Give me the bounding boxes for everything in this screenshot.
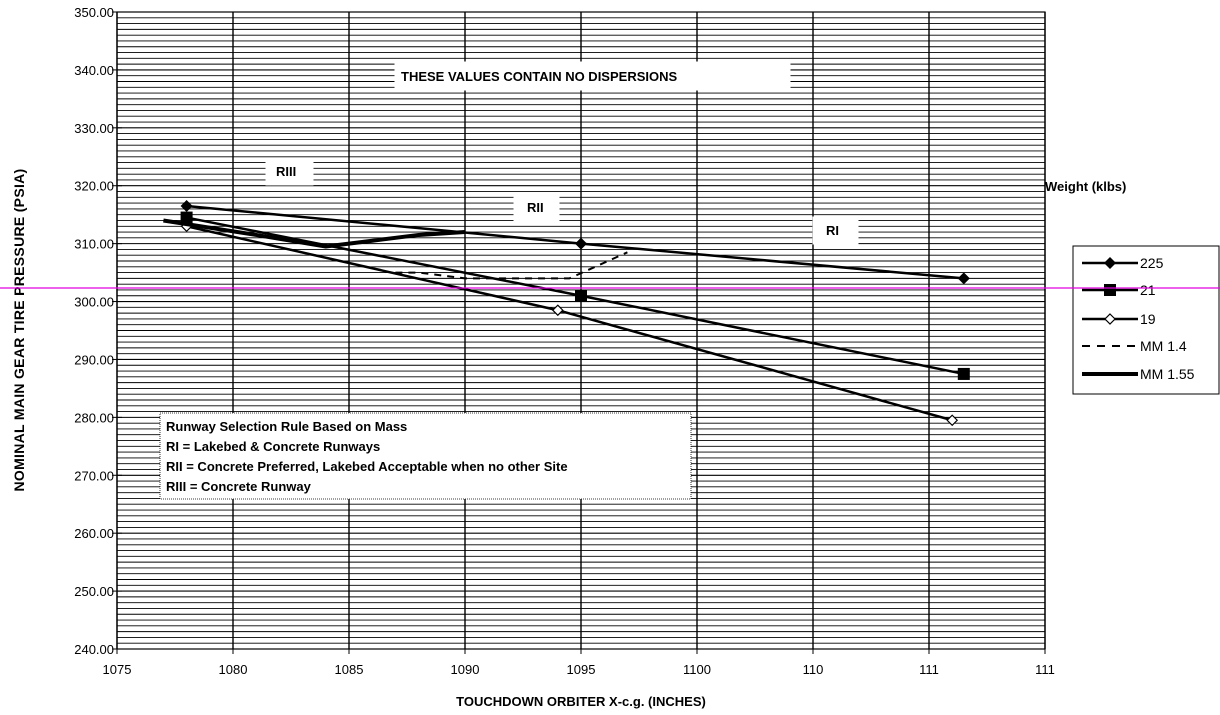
- y-tick-label: 300.00: [74, 295, 114, 310]
- legend-title: Weight (klbs): [1045, 179, 1126, 194]
- y-tick-label: 310.00: [74, 237, 114, 252]
- series-line-mm-1-4: [395, 251, 628, 280]
- marker-diamond: [180, 199, 193, 212]
- y-axis-ticks: 240.00 250.00 260.00 270.00 280.00 290.00 300.…: [74, 5, 122, 657]
- marker-square: [1104, 284, 1116, 296]
- legend-label: MM 1.55: [1140, 366, 1195, 382]
- annotation-label: RI: [826, 223, 839, 238]
- y-tick-label: 340.00: [74, 63, 114, 78]
- y-tick-label: 290.00: [74, 352, 114, 367]
- runway-rule-line: RIII = Concrete Runway: [166, 479, 312, 494]
- marker-diamond: [1104, 257, 1116, 269]
- annotation-box: [812, 216, 859, 245]
- x-axis-title: TOUCHDOWN ORBITER X-c.g. (INCHES): [456, 694, 706, 709]
- x-tick-label: 1100: [683, 662, 711, 677]
- y-tick-label: 260.00: [74, 526, 114, 541]
- x-tick-label: 1075: [103, 662, 132, 677]
- grid-lines: [116, 11, 1046, 650]
- legend: 225 21 19 MM 1.4 MM 1.55: [1072, 245, 1220, 395]
- y-tick-label: 320.00: [74, 179, 114, 194]
- legend-label: 19: [1140, 311, 1156, 327]
- y-tick-label: 350.00: [74, 5, 114, 20]
- y-axis-title: NOMINAL MAIN GEAR TIRE PRESSURE (PSIA): [11, 168, 27, 491]
- x-tick-label: 1095: [567, 662, 596, 677]
- marker-open-diamond: [1104, 313, 1116, 325]
- x-tick-label: 111: [919, 662, 939, 677]
- y-tick-label: 270.00: [74, 468, 114, 483]
- legend-label: 225: [1140, 255, 1164, 271]
- runway-rule-line: RI = Lakebed & Concrete Runways: [166, 439, 380, 454]
- runway-rule-line: Runway Selection Rule Based on Mass: [166, 419, 407, 434]
- x-tick-label: 1085: [335, 662, 364, 677]
- marker-diamond: [957, 272, 970, 285]
- annotation-label: THESE VALUES CONTAIN NO DISPERSIONS: [401, 69, 677, 84]
- annotation-box: [513, 193, 560, 222]
- y-tick-label: 280.00: [74, 410, 114, 425]
- annotation-boxes: THESE VALUES CONTAIN NO DISPERSIONS RIII R…: [159, 61, 859, 500]
- runway-rule-line: RII = Concrete Preferred, Lakebed Accept…: [166, 459, 568, 474]
- marker-diamond: [575, 237, 587, 250]
- marker-open-diamond: [946, 414, 959, 427]
- series-group: [163, 199, 970, 427]
- x-axis-ticks: 1075 1080 1085 1090 1095 1100 110 111 111: [103, 649, 1055, 677]
- x-tick-label: 111: [1035, 662, 1055, 677]
- marker-open-diamond: [551, 304, 564, 317]
- annotation-label: RIII: [276, 164, 296, 179]
- annotation-box: [394, 61, 791, 91]
- annotation-label: RII: [527, 200, 544, 215]
- y-tick-label: 250.00: [74, 584, 114, 599]
- y-tick-label: 330.00: [74, 121, 114, 136]
- x-tick-label: 110: [803, 662, 824, 677]
- series-line-mm-1-55: [163, 218, 466, 249]
- legend-label: MM 1.4: [1140, 338, 1187, 354]
- runway-rule-box: [159, 412, 692, 500]
- marker-square: [180, 211, 193, 224]
- x-tick-label: 1080: [219, 662, 248, 677]
- marker-square: [575, 289, 587, 302]
- legend-label: 21: [1140, 282, 1156, 298]
- marker-square: [957, 367, 970, 380]
- y-tick-label: 240.00: [74, 642, 114, 657]
- x-tick-label: 1090: [451, 662, 480, 677]
- annotation-box: [265, 157, 314, 186]
